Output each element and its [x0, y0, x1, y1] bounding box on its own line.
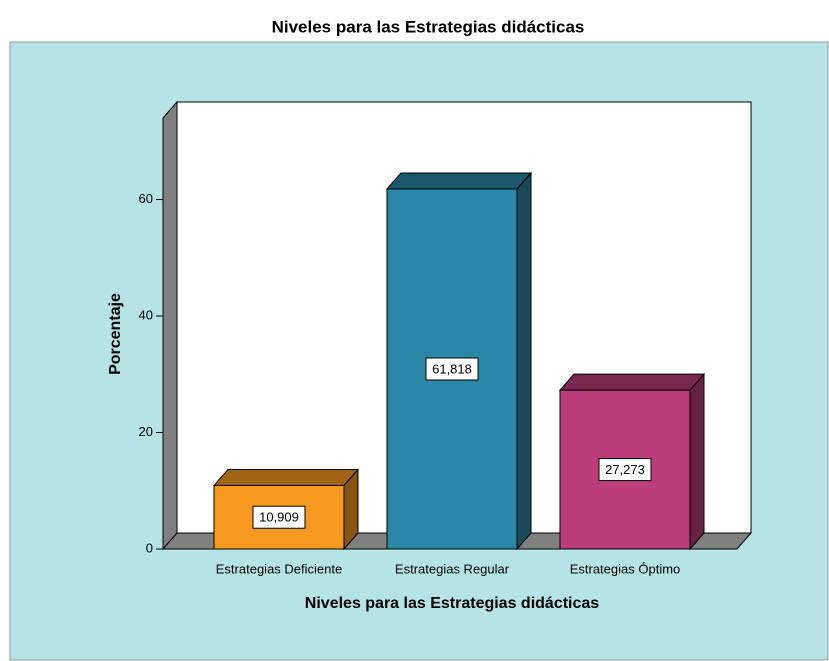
bar-top [558, 373, 706, 391]
value-label-box [598, 458, 652, 482]
value-label: 27,273 [605, 462, 645, 477]
y-tick-label: 20 [139, 424, 153, 439]
value-label-box [425, 357, 479, 381]
x-axis-label: Niveles para las Estrategias didácticas [305, 595, 599, 612]
bar-side [516, 171, 532, 551]
value-label: 61,818 [432, 361, 472, 376]
bar-top [212, 468, 360, 486]
chart-title: Niveles para las Estrategias didácticas [272, 17, 585, 36]
x-tick-label: Estrategias Regular [395, 561, 510, 576]
bar-side [689, 372, 705, 551]
x-tick-label: Estrategias Deficiente [216, 561, 342, 576]
x-tick-label: Estrategias Óptimo [570, 561, 681, 576]
y-tick-label: 40 [139, 307, 153, 322]
side-wall [162, 100, 178, 551]
y-tick-label: 60 [139, 191, 153, 206]
value-label-box [252, 505, 306, 529]
bar-top [385, 172, 533, 190]
value-label: 10,909 [259, 510, 299, 525]
y-tick-label: 0 [146, 540, 153, 555]
y-axis-label: Porcentaje [107, 293, 124, 375]
